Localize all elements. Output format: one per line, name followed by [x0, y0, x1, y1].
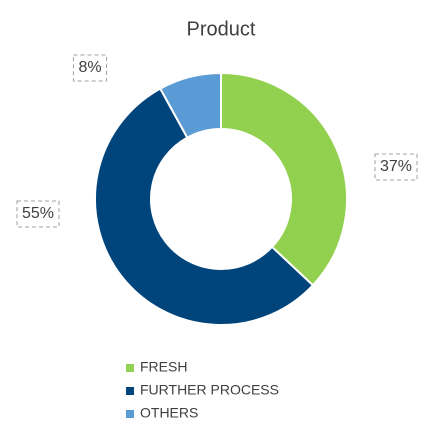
data-label-box — [16, 200, 60, 228]
legend-marker — [126, 410, 134, 418]
legend-label: FRESH — [140, 359, 187, 375]
legend-marker — [126, 387, 134, 395]
data-label-box — [72, 54, 108, 82]
data-label: 37% — [380, 158, 412, 175]
donut-slice — [220, 71, 348, 287]
data-label: 55% — [22, 205, 54, 222]
donut-slice — [94, 87, 315, 326]
legend-label: OTHERS — [140, 405, 198, 421]
donut-slice — [158, 71, 222, 140]
chart-title: Product — [187, 18, 256, 40]
legend-label: FURTHER PROCESS — [140, 382, 279, 398]
data-label-box — [374, 153, 418, 181]
data-label: 8% — [78, 59, 101, 76]
legend-marker — [126, 364, 134, 372]
